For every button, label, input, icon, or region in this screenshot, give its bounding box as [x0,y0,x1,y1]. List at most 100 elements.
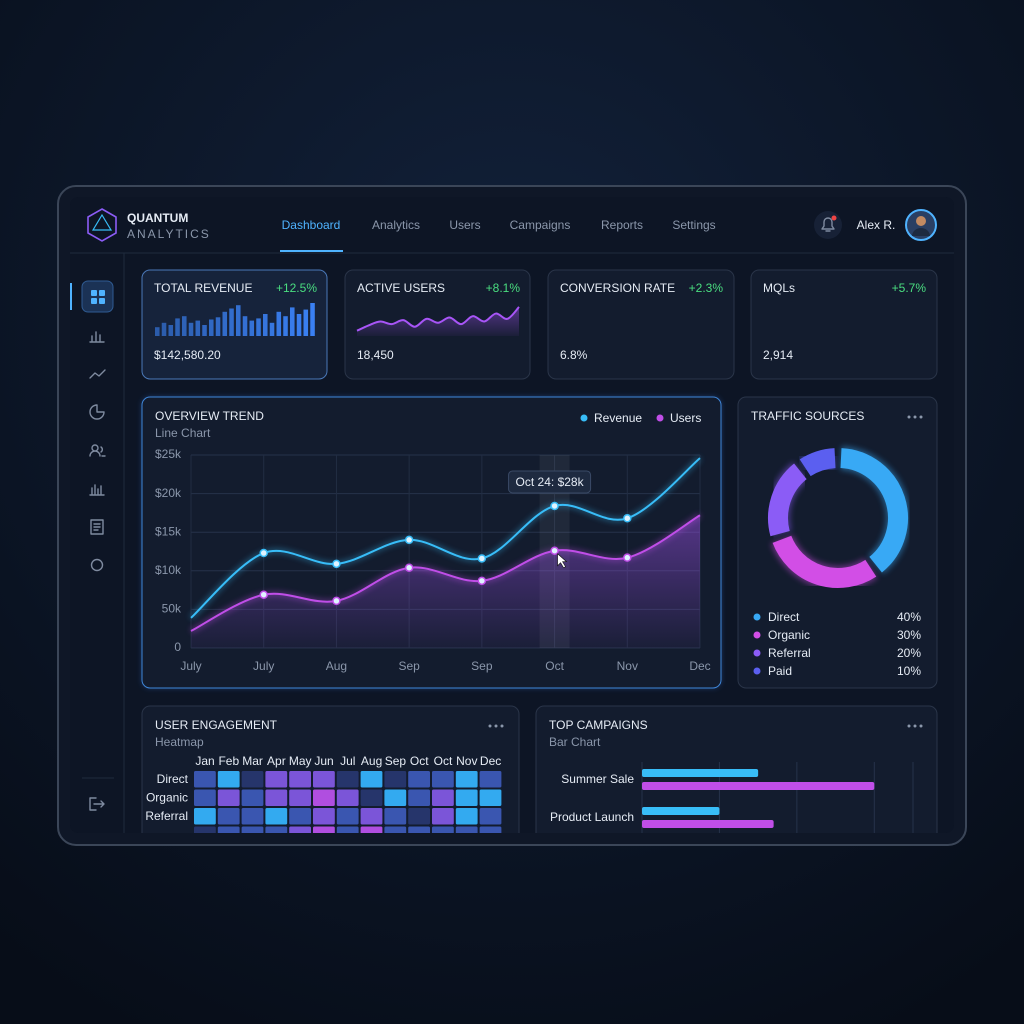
heat-cell [313,808,335,825]
spark-bar [263,314,268,336]
category-label: Summer Sale [561,772,634,786]
spark-bar [229,308,234,336]
bar [642,782,875,790]
y-tick-label: $25k [155,447,182,461]
point [477,554,487,563]
sidebar-item[interactable] [89,484,105,496]
legend-dot [753,631,761,639]
point [550,546,559,555]
heat-cell [217,789,240,806]
sidebar-item[interactable] [90,558,104,572]
sidebar-item[interactable] [90,519,104,535]
kpi-card [750,269,938,380]
heat-cell [289,808,311,825]
point [259,548,268,558]
legend-label: Paid [768,664,792,678]
heat-cell [360,808,383,825]
heat-cell [241,808,264,825]
sidebar-item[interactable] [91,290,105,304]
spark-bar [215,317,221,336]
column-label: May [289,754,312,768]
heat-cell [217,826,240,833]
nav-item[interactable]: Users [449,218,480,232]
sidebar-item[interactable] [89,331,105,343]
column-label: Feb [218,754,239,768]
y-tick-label: $20k [155,486,182,500]
column-label: Sep [385,754,407,768]
more-menu[interactable] [907,724,923,728]
card-subtitle: Bar Chart [549,735,601,749]
bell-icon [821,217,835,232]
screen: QUANTUM ANALYTICS Dashboard Analytics Us… [70,197,954,833]
logo-inner [91,213,113,231]
heat-cell [336,771,359,788]
y-tick-label: $10k [155,563,182,577]
x-tick-label: July [180,659,201,673]
spark-bar [242,316,248,336]
cursor [557,553,568,569]
tooltip-text: Oct 24: $28k [516,475,585,489]
more-menu[interactable] [488,724,504,728]
avatar[interactable] [905,209,937,241]
heat-cell [241,789,264,806]
card-title: USER ENGAGEMENT [155,718,278,732]
heat-cell [265,771,288,788]
heat-cell [432,789,454,806]
sidebar-item[interactable] [89,444,106,457]
x-tick-label: Oct [545,659,564,673]
heat-cell [384,808,407,825]
heat-cell [194,826,216,833]
more-menu[interactable] [907,415,923,419]
legend-dot [656,414,664,422]
heat-cell [384,789,407,806]
card-subtitle: Line Chart [155,426,211,440]
card-title: TRAFFIC SOURCES [751,409,864,423]
card-title: OVERVIEW TREND [155,409,264,423]
nav-item[interactable]: Dashboard [282,218,341,232]
spark-bar [283,316,288,336]
heat-cell [360,789,383,806]
spark-bar [236,305,241,336]
kpi-value: 18,450 [357,348,394,362]
column-label: Mar [242,754,263,768]
x-tick-label: Sep [398,659,420,673]
column-label: Jan [195,754,214,768]
heat-cell [217,771,240,788]
heat-cell [265,808,288,825]
legend-dot [753,613,761,621]
heat-cell [336,808,359,825]
column-label: Oct [410,754,429,768]
sidebar-item[interactable] [89,369,106,379]
sidebar-item[interactable] [89,404,105,420]
card-subtitle: Heatmap [155,735,204,749]
spark-bar [202,325,207,336]
nav-item[interactable]: Analytics [372,218,420,232]
nav-item[interactable]: Reports [601,218,643,232]
nav-item[interactable]: Settings [672,218,715,232]
heat-cell [289,771,311,788]
row-label: Organic [146,791,188,805]
point [623,514,632,523]
point [332,596,341,606]
heat-cell [336,826,359,833]
heat-cell [408,826,431,833]
heat-cell [408,789,430,806]
logo [87,208,117,242]
heat-cell [432,826,454,833]
avatar-body [912,228,930,236]
heat-cell [408,771,430,788]
spark-bar [296,314,302,336]
notifications[interactable] [814,211,842,239]
kpi-label: ACTIVE USERS [357,281,445,295]
user-name[interactable]: Alex R. [857,218,896,232]
column-label: Aug [361,754,382,768]
spark-bar [168,325,174,336]
column-label: Oct [434,754,453,768]
y-tick-label: $15k [155,524,182,538]
brand-sub: ANALYTICS [127,227,211,241]
spark-area [357,306,519,336]
category-label: Product Launch [550,810,634,824]
logout[interactable] [89,797,105,811]
point [259,590,268,599]
nav-item[interactable]: Campaigns [510,218,571,232]
